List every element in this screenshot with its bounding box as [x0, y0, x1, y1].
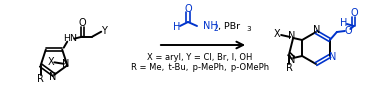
- Text: X = aryl, Y = Cl, Br, I, OH: X = aryl, Y = Cl, Br, I, OH: [147, 53, 253, 61]
- Text: NH: NH: [203, 21, 218, 31]
- Text: O: O: [78, 18, 86, 28]
- Text: N: N: [329, 52, 336, 62]
- Text: N: N: [313, 25, 321, 35]
- Text: H: H: [340, 18, 347, 28]
- Text: X: X: [48, 57, 54, 67]
- Text: O: O: [344, 25, 352, 36]
- Text: R: R: [37, 74, 44, 84]
- Text: N: N: [288, 55, 295, 65]
- Text: R = Me,  t-Bu,  p-MePh,  p-OMePh: R = Me, t-Bu, p-MePh, p-OMePh: [131, 63, 269, 72]
- Text: 3: 3: [246, 26, 251, 32]
- Text: R: R: [286, 63, 293, 73]
- Text: HN: HN: [63, 34, 77, 43]
- Text: N: N: [288, 31, 295, 41]
- Text: O: O: [350, 8, 358, 19]
- Text: N: N: [49, 72, 56, 82]
- Text: 2: 2: [213, 24, 218, 33]
- Text: Y: Y: [101, 26, 107, 36]
- Text: O: O: [184, 4, 192, 14]
- Text: X: X: [274, 29, 280, 39]
- Text: N: N: [62, 59, 70, 69]
- Text: H: H: [173, 22, 181, 32]
- Text: , PBr: , PBr: [218, 21, 240, 30]
